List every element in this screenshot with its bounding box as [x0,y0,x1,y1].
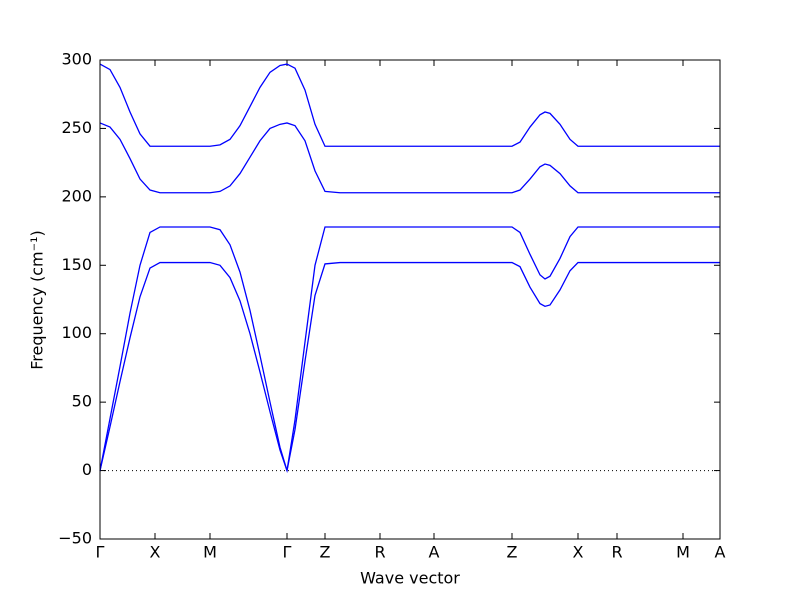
x-tick-label: X [150,543,161,562]
x-tick-label: R [611,543,622,562]
y-tick-label: 100 [61,323,92,342]
x-tick-label: X [573,543,584,562]
x-tick-label: Z [507,543,518,562]
y-tick-label: 300 [61,50,92,69]
y-tick-label: −50 [58,529,92,548]
y-tick-label: 250 [61,118,92,137]
band-line [99,122,720,194]
x-tick-label: Γ [283,543,292,562]
band-line [99,63,720,147]
plot-frame [99,59,721,540]
y-axis-label: Frequency (cm⁻¹) [28,230,47,369]
y-tick-label: 50 [72,392,92,411]
y-tick-label: 0 [82,460,92,479]
x-tick-label: A [429,543,440,562]
x-tick-label: A [715,543,726,562]
band-line [99,226,720,471]
y-tick-label: 150 [61,255,92,274]
x-tick-label: Z [320,543,331,562]
band-line [99,261,720,474]
x-tick-label: Γ [96,543,105,562]
x-tick-label: R [374,543,385,562]
x-axis-label: Wave vector [360,569,460,588]
y-tick-label: 200 [61,186,92,205]
x-tick-label: M [676,543,690,562]
x-tick-label: M [203,543,217,562]
